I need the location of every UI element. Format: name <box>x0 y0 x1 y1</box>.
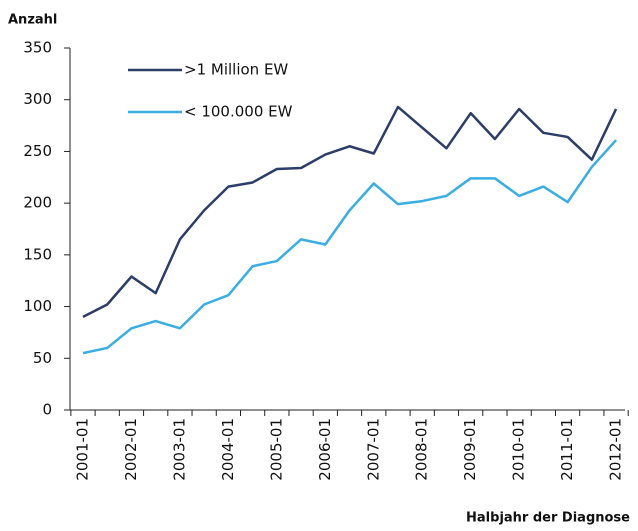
x-axis-label: Halbjahr der Diagnose <box>466 511 630 526</box>
y-tick-label: 200 <box>23 194 52 212</box>
y-tick-label: 50 <box>33 349 52 367</box>
y-tick-label: 350 <box>23 39 52 57</box>
legend-label: >1 Million EW <box>184 61 288 79</box>
legend-label: < 100.000 EW <box>184 103 293 121</box>
x-tick-label: 2001-01 <box>74 418 92 481</box>
x-tick-label: 2008-01 <box>413 418 431 481</box>
x-tick-label: 2009-01 <box>461 418 479 481</box>
x-tick-label: 2006-01 <box>316 418 334 481</box>
y-tick-label: 250 <box>23 142 52 160</box>
series-line <box>82 105 618 319</box>
x-tick-label: 2003-01 <box>170 418 188 481</box>
y-axis-label: Anzahl <box>8 13 57 28</box>
x-tick-label: 2012-01 <box>607 418 625 481</box>
x-tick-label: 2010-01 <box>510 418 528 481</box>
y-tick-label: 100 <box>23 297 52 315</box>
x-tick-label: 2007-01 <box>364 418 382 481</box>
series-line <box>82 139 617 355</box>
y-tick-label: 300 <box>23 90 52 108</box>
y-tick-label: 0 <box>42 401 52 419</box>
y-tick-label: 150 <box>23 245 52 263</box>
x-tick-label: 2005-01 <box>267 418 285 481</box>
x-tick-label: 2004-01 <box>219 418 237 481</box>
x-tick-label: 2002-01 <box>122 418 140 481</box>
x-tick-label: 2011-01 <box>558 418 576 481</box>
